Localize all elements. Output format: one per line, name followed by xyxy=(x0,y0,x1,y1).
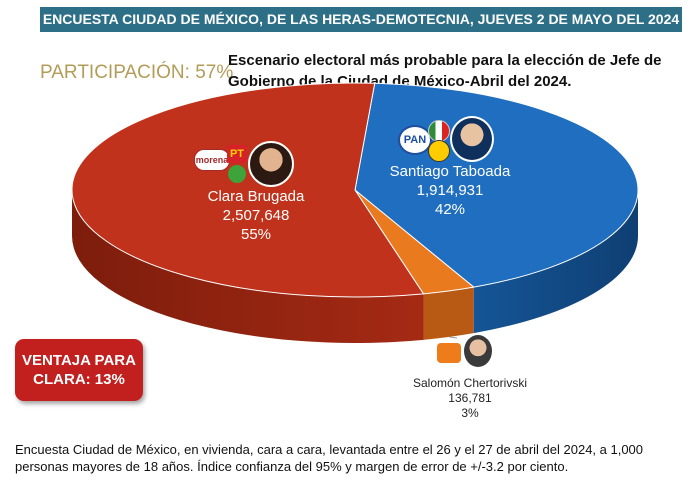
advantage-value: CLARA: 13% xyxy=(33,371,125,388)
vote-percent: 42% xyxy=(434,201,466,218)
pie-slice-clara-brugada xyxy=(71,82,425,298)
candidate-name: Santiago Taboada xyxy=(389,163,511,180)
mc-logo xyxy=(437,343,461,363)
vote-count: 2,507,648 xyxy=(222,207,290,224)
pie-side-clara-brugada xyxy=(72,190,424,344)
pie-side-santiago-taboada xyxy=(473,190,638,334)
slice-label-brugada: Clara Brugada 2,507,648 55% xyxy=(186,187,326,244)
vote-percent: 55% xyxy=(240,226,272,243)
header-banner: ENCUESTA CIUDAD DE MÉXICO, DE LAS HERAS-… xyxy=(40,7,682,32)
vote-count: 1,914,931 xyxy=(416,182,484,199)
candidate-name: Salomón Chertorivski xyxy=(412,376,528,390)
prd-logo xyxy=(428,140,450,162)
advantage-callout: VENTAJA PARA CLARA: 13% xyxy=(15,339,143,401)
candidate-photo-brugada xyxy=(248,141,294,187)
survey-footnote: Encuesta Ciudad de México, en vivienda, … xyxy=(15,442,644,474)
slice-label-taboada: Santiago Taboada 1,914,931 42% xyxy=(365,162,535,219)
pan-logo: PAN xyxy=(398,125,432,155)
vote-count: 136,781 xyxy=(448,391,492,405)
pie-side-salomón-chertorivski xyxy=(423,287,474,340)
vote-percent: 3% xyxy=(461,406,479,420)
candidate-photo-chertorivski xyxy=(464,335,492,367)
pri-logo xyxy=(428,120,450,142)
advantage-title: VENTAJA PARA xyxy=(22,352,136,369)
pt-logo: PT xyxy=(227,145,247,163)
slice-label-chertorivski: Salomón Chertorivski 136,781 3% xyxy=(390,376,550,421)
candidate-photo-taboada xyxy=(450,116,494,162)
participation-label: PARTICIPACIÓN: 57% xyxy=(40,62,234,83)
morena-logo: morena xyxy=(194,149,230,171)
candidate-name: Clara Brugada xyxy=(207,188,305,205)
leader-line-chertorivski xyxy=(448,336,458,339)
green-party-logo xyxy=(228,165,246,183)
